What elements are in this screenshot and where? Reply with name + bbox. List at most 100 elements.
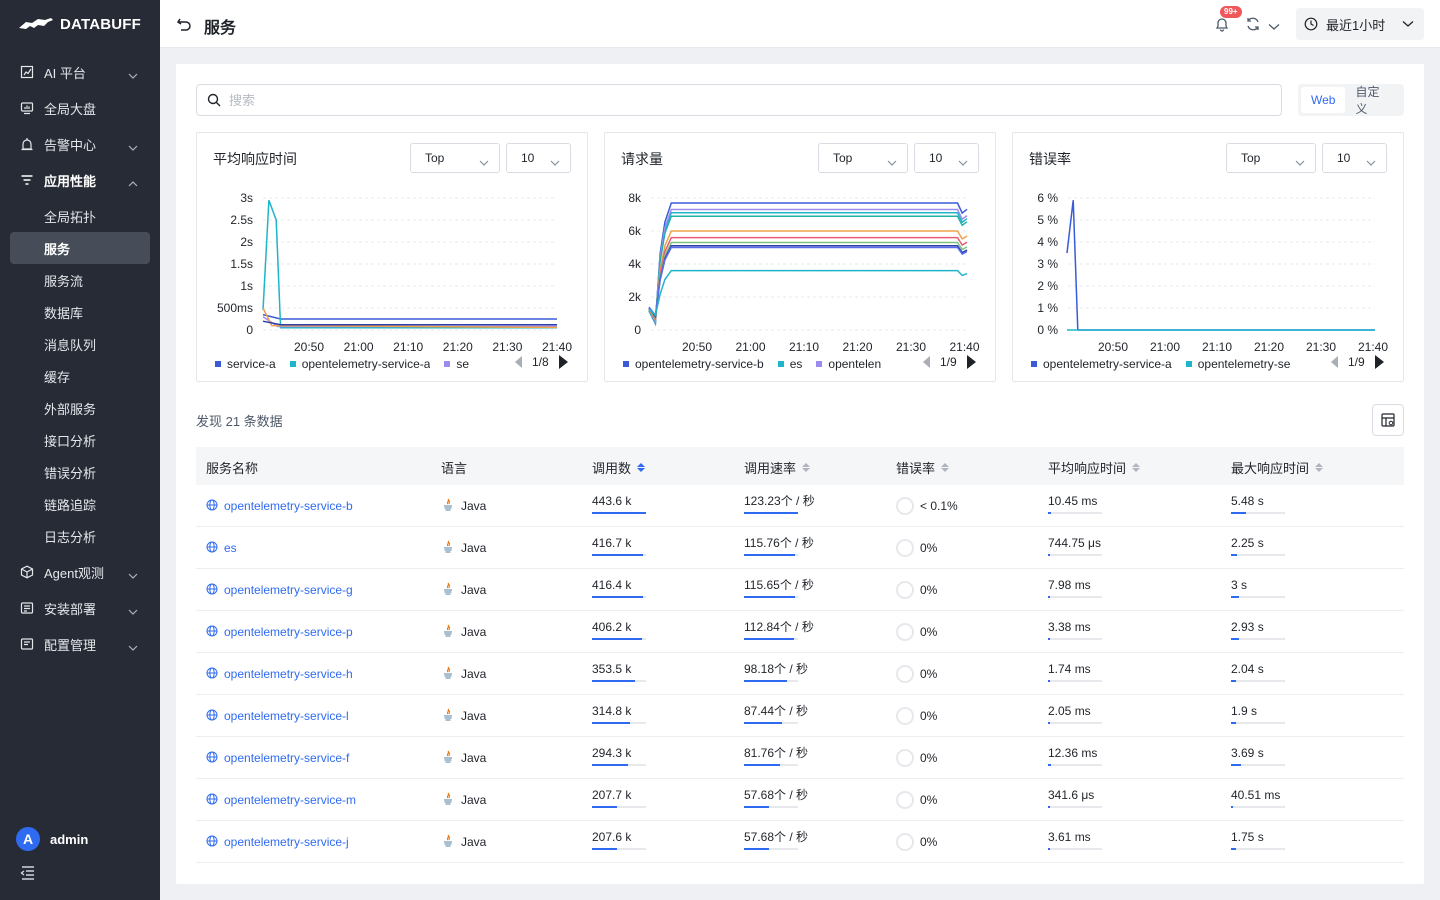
sidebar-item-config[interactable]: 配置管理	[10, 628, 150, 660]
service-name-link[interactable]: opentelemetry-service-l	[206, 695, 349, 737]
view-toggle-custom[interactable]: 自定义	[1355, 85, 1380, 116]
sidebar-item-chart[interactable]: AI 平台	[10, 56, 150, 88]
sidebar-subitem[interactable]: 服务	[10, 232, 150, 264]
x-tick-label: 21:30	[492, 340, 522, 353]
sidebar-item-cube[interactable]: Agent观测	[10, 556, 150, 588]
error-rate-cell: 0%	[896, 779, 937, 821]
legend-item[interactable]: opentelemetry-service-b	[623, 357, 764, 371]
service-name-link[interactable]: opentelemetry-service-b	[206, 485, 353, 527]
sidebar-subitem[interactable]: 全局拓扑	[44, 209, 97, 225]
count-select[interactable]: 10	[1322, 143, 1387, 173]
sort-asc-arrow	[637, 463, 646, 467]
legend-swatch	[289, 361, 296, 367]
legend-item[interactable]: opentelemetry-service-a	[289, 357, 430, 371]
legend-item[interactable]: opentelemetry-se	[1185, 357, 1291, 371]
rate-cell: 115.65个 / 秒	[744, 569, 814, 611]
sidebar-item-alarm[interactable]: 告警中心	[10, 128, 150, 160]
calls-cell: 353.5 k	[592, 653, 646, 695]
sidebar-subitem[interactable]: 外部服务	[44, 401, 97, 417]
service-name-link[interactable]: opentelemetry-service-g	[206, 569, 353, 611]
legend-item[interactable]: service-a	[215, 357, 276, 371]
brand-logo[interactable]: DATABUFF	[18, 12, 141, 36]
y-tick-label: 6 %	[1037, 191, 1058, 205]
progress-track	[1231, 512, 1285, 514]
prev-page-icon[interactable]	[923, 356, 930, 368]
avg-response-value: 3.61 ms	[1048, 830, 1091, 844]
count-select-value: 10	[929, 151, 943, 165]
column-header[interactable]: 调用速率	[744, 458, 811, 477]
legend-label: opentelemetry-se	[1197, 357, 1291, 371]
sidebar-item-dashboard[interactable]: 全局大盘	[10, 92, 150, 124]
sidebar-subitem[interactable]: 消息队列	[44, 337, 97, 353]
prev-page-icon[interactable]	[515, 356, 522, 368]
column-header[interactable]: 调用数	[592, 458, 646, 477]
next-page-icon[interactable]	[1374, 355, 1384, 369]
search-box[interactable]	[196, 84, 1282, 116]
sidebar-subitem[interactable]: 服务流	[44, 273, 84, 289]
next-page-icon[interactable]	[966, 355, 976, 369]
prev-page-icon[interactable]	[1331, 356, 1338, 368]
java-icon	[441, 540, 455, 557]
sidebar-item-install[interactable]: 安装部署	[10, 592, 150, 624]
sidebar-subitem[interactable]: 链路追踪	[44, 497, 97, 513]
sidebar-subitem[interactable]: 缓存	[44, 369, 71, 385]
legend-item[interactable]: es	[777, 357, 802, 371]
service-name-link[interactable]: es	[206, 527, 237, 569]
refresh-options-chevron-down-icon[interactable]	[1268, 19, 1280, 34]
rate-value: 87.44个 / 秒	[744, 704, 809, 718]
calls-cell: 443.6 k	[592, 485, 646, 527]
service-name-link[interactable]: opentelemetry-service-h	[206, 653, 353, 695]
progress-fill	[744, 806, 770, 808]
language-cell: Java	[441, 527, 486, 569]
legend-item[interactable]: se	[444, 357, 469, 371]
search-input[interactable]	[229, 92, 1229, 108]
column-header[interactable]: 错误率	[896, 458, 950, 477]
column-header[interactable]: 最大响应时间	[1231, 458, 1324, 477]
y-tick-label: 4 %	[1037, 235, 1058, 249]
count-select[interactable]: 10	[914, 143, 979, 173]
collapse-sidebar-icon[interactable]	[20, 866, 36, 883]
rate-value: 57.68个 / 秒	[744, 830, 809, 844]
legend-item[interactable]: opentelemetry-service-a	[1031, 357, 1172, 371]
column-settings-button[interactable]	[1372, 404, 1404, 436]
sort-select[interactable]: Top	[818, 143, 908, 173]
rate-cell: 98.18个 / 秒	[744, 653, 808, 695]
sort-select[interactable]: Top	[1226, 143, 1316, 173]
legend-item[interactable]: opentelen	[816, 357, 881, 371]
service-name-link[interactable]: opentelemetry-service-p	[206, 611, 353, 653]
max-response-value: 3 s	[1231, 578, 1248, 592]
service-name-link[interactable]: opentelemetry-service-m	[206, 779, 356, 821]
progress-track	[1231, 638, 1285, 640]
avg-response-cell: 12.36 ms	[1048, 737, 1102, 779]
column-header[interactable]: 平均响应时间	[1048, 458, 1141, 477]
view-toggle-web[interactable]: Web	[1301, 87, 1346, 113]
language-cell: Java	[441, 737, 486, 779]
progress-fill	[744, 764, 780, 766]
count-select[interactable]: 10	[506, 143, 571, 173]
sidebar-subitem[interactable]: 接口分析	[44, 433, 97, 449]
calls-value: 207.6 k	[592, 830, 632, 844]
sidebar-subitem[interactable]: 数据库	[44, 305, 84, 321]
language-label: Java	[461, 835, 487, 849]
progress-track	[1231, 554, 1285, 556]
refresh-icon[interactable]	[1245, 16, 1261, 35]
next-page-icon[interactable]	[558, 355, 568, 369]
service-name-link[interactable]: opentelemetry-service-j	[206, 821, 349, 863]
service-name-link[interactable]: opentelemetry-service-f	[206, 737, 349, 779]
sidebar-subitem[interactable]: 日志分析	[44, 529, 97, 545]
progress-fill	[592, 722, 631, 724]
notification-bell-icon[interactable]	[1214, 16, 1230, 35]
error-rate-value: 0%	[920, 835, 938, 849]
sidebar-item-filter-lines[interactable]: 应用性能	[10, 164, 150, 196]
user-profile[interactable]: A admin	[16, 827, 88, 851]
x-tick-label: 21:00	[735, 340, 765, 353]
rate-value: 98.18个 / 秒	[744, 662, 809, 676]
globe-icon	[206, 541, 218, 556]
error-ring-icon	[896, 539, 914, 557]
back-icon[interactable]	[176, 16, 192, 35]
time-range-picker[interactable]: 最近1小时	[1296, 8, 1424, 40]
sidebar-subitem[interactable]: 错误分析	[44, 465, 97, 481]
avg-response-value: 10.45 ms	[1048, 494, 1098, 508]
sort-select[interactable]: Top	[410, 143, 500, 173]
chevron-down-icon	[550, 155, 560, 169]
